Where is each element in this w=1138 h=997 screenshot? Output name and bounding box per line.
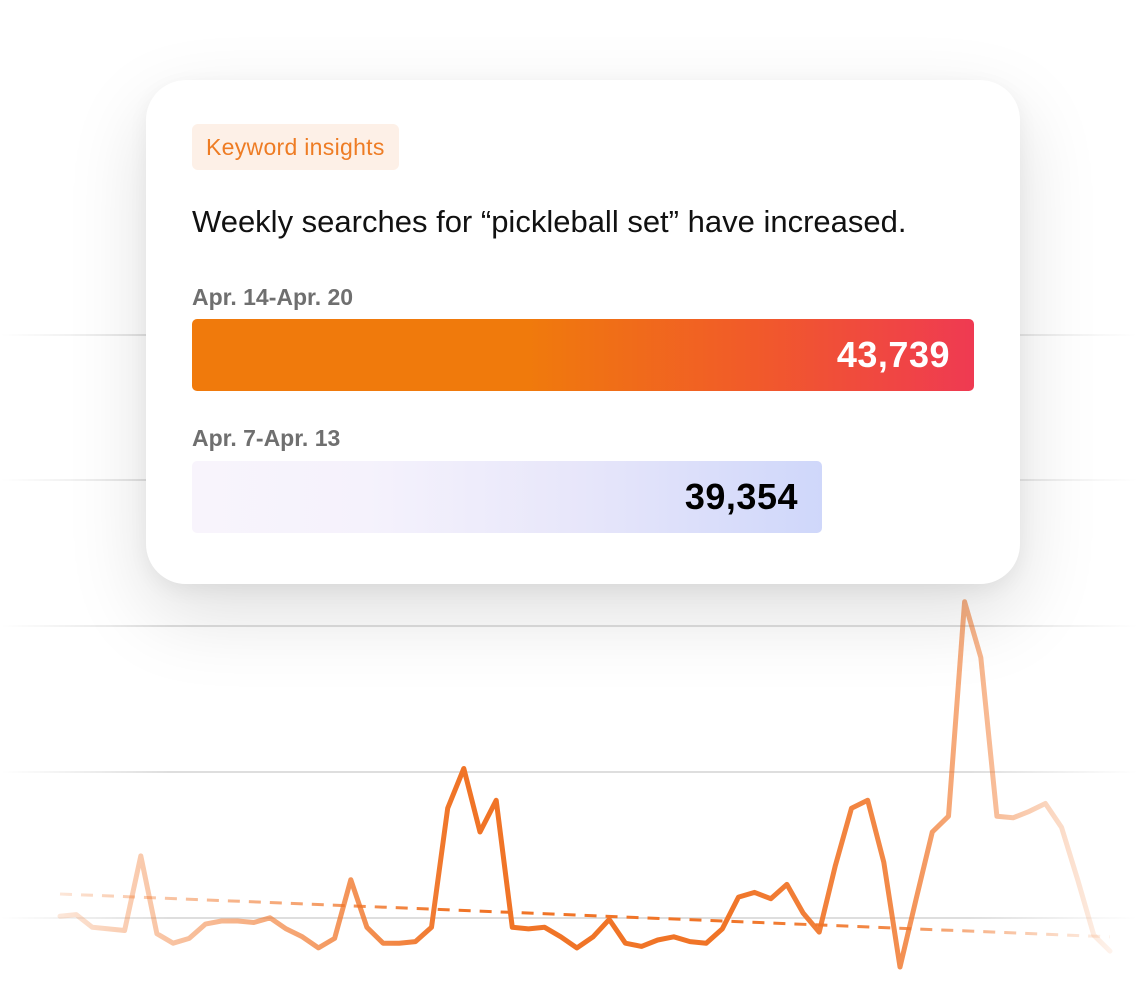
keyword-insights-card: Keyword insights Weekly searches for “pi… <box>146 80 1020 584</box>
chart-series-line <box>57 599 1113 970</box>
chart-trendline-group <box>59 892 1111 939</box>
chart-series-group <box>57 599 1113 970</box>
insight-headline: Weekly searches for “pickleball set” hav… <box>192 204 907 239</box>
current-period-label: Apr. 14-Apr. 20 <box>192 284 354 310</box>
current-period-value: 43,739 <box>836 334 950 375</box>
previous-period-value: 39,354 <box>684 476 798 517</box>
previous-period-label: Apr. 7-Apr. 13 <box>192 425 341 451</box>
current-period-bar: 43,739 <box>192 319 974 391</box>
chart-trendline <box>59 892 1111 939</box>
previous-period-bar: 39,354 <box>192 461 822 533</box>
keyword-insights-tag: Keyword insights <box>192 124 399 170</box>
